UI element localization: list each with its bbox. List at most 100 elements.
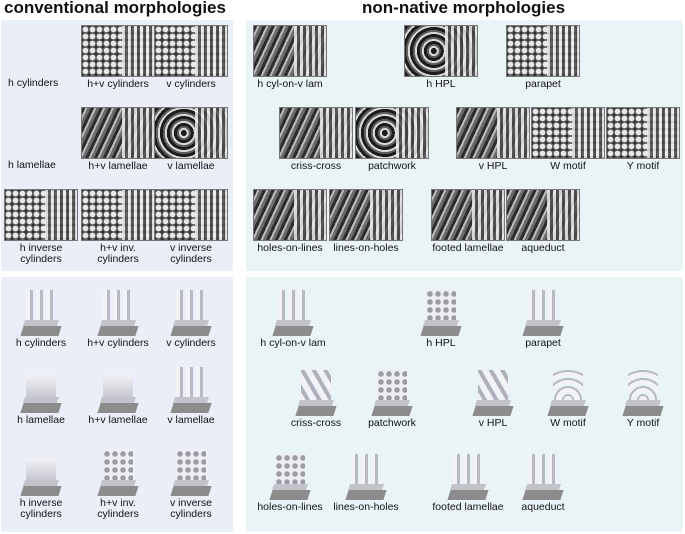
model-caption: v HPL xyxy=(478,417,508,429)
model-render xyxy=(168,286,214,336)
model-v-cylinders: v cylinders xyxy=(151,286,231,349)
model-render xyxy=(267,450,313,500)
conventional-header: conventional morphologies xyxy=(4,0,226,17)
sem-caption: patchwork xyxy=(368,160,416,172)
model-render xyxy=(369,366,415,416)
non-native-header: non-native morphologies xyxy=(362,0,566,17)
sem-image xyxy=(531,107,605,159)
model-h-inverse-cylinders: h inverse cylinders xyxy=(1,446,81,520)
sem-caption: v lamellae xyxy=(167,160,215,172)
model-caption: v inverse cylinders xyxy=(169,497,212,520)
row-label-h-lamellae: h lamellae xyxy=(8,159,56,171)
sem-lines-on-holes: lines-on-holes xyxy=(326,189,406,254)
sem-caption: aqueduct xyxy=(521,242,565,254)
model-caption: parapet xyxy=(525,337,561,349)
sem-criss-cross: criss-cross xyxy=(276,107,356,172)
model-render xyxy=(545,366,591,416)
model-caption: h+v inv. cylinders xyxy=(97,497,139,520)
model-render xyxy=(95,446,141,496)
sem-holes-on-lines: holes-on-lines xyxy=(250,189,330,254)
row-label-h-cylinders: h cylinders xyxy=(8,77,59,89)
model-aqueduct: aqueduct xyxy=(503,450,583,513)
sem-image xyxy=(606,107,680,159)
model-lines-on-holes: lines-on-holes xyxy=(326,450,406,513)
sem-patchwork: patchwork xyxy=(352,107,432,172)
model-render xyxy=(95,286,141,336)
model-h-hpl: h HPL xyxy=(401,286,481,349)
model-caption: h+v cylinders xyxy=(87,337,149,349)
sem-v-hpl: v HPL xyxy=(453,107,533,172)
model-caption: lines-on-holes xyxy=(333,501,399,513)
sem-caption: h inverse cylinders xyxy=(19,242,63,265)
model-caption: patchwork xyxy=(368,417,416,429)
sem-v-lamellae: v lamellae xyxy=(151,107,231,172)
model-caption: h+v lamellae xyxy=(88,414,148,426)
model-w-motif: W motif xyxy=(528,366,608,429)
model-caption: criss-cross xyxy=(290,417,342,429)
sem-image xyxy=(431,189,505,241)
sem-image xyxy=(279,107,353,159)
model-render xyxy=(18,446,64,496)
model-render xyxy=(270,286,316,336)
model-caption: h lamellae xyxy=(17,414,65,426)
sem-w-motif: W motif xyxy=(528,107,608,172)
model-caption: W motif xyxy=(550,417,586,429)
model-caption: footed lamellae xyxy=(432,501,504,513)
sem-caption: W motif xyxy=(550,160,586,172)
model-render xyxy=(18,286,64,336)
sem-image xyxy=(253,25,327,77)
model-render xyxy=(620,366,666,416)
sem-caption: v inverse cylinders xyxy=(169,242,212,265)
model-h-cylinders: h cylinders xyxy=(1,286,81,349)
model-caption: aqueduct xyxy=(521,501,565,513)
sem-image xyxy=(154,107,228,159)
sem-v-inverse-cylinders: v inverse cylinders xyxy=(151,189,231,265)
model-render xyxy=(95,363,141,413)
sem-caption: h+v lamellae xyxy=(88,160,148,172)
model-caption: h HPL xyxy=(426,337,456,349)
model-render xyxy=(418,286,464,336)
model-h-cyl-on-v-lam: h cyl-on-v lam xyxy=(253,286,333,349)
sem-h-inverse-cylinders: h inverse cylinders xyxy=(1,189,81,265)
model-caption: Y motif xyxy=(626,417,660,429)
sem-caption: v cylinders xyxy=(166,78,216,90)
model-render xyxy=(445,450,491,500)
model-h-v-cylinders: h+v cylinders xyxy=(78,286,158,349)
sem-v-cylinders: v cylinders xyxy=(151,25,231,90)
sem-caption: h+v inv. cylinders xyxy=(97,242,139,265)
sem-h-v-lamellae: h+v lamellae xyxy=(78,107,158,172)
sem-image xyxy=(154,25,228,77)
sem-caption: Y motif xyxy=(626,160,660,172)
sem-h-v-cylinders: h+v cylinders xyxy=(78,25,158,90)
sem-h-v-inv-cylinders: h+v inv. cylinders xyxy=(78,189,158,265)
model-caption: v lamellae xyxy=(167,414,215,426)
sem-caption: holes-on-lines xyxy=(257,242,323,254)
sem-caption: h cyl-on-v lam xyxy=(257,78,323,90)
model-render xyxy=(168,446,214,496)
model-render xyxy=(168,363,214,413)
sem-image xyxy=(81,107,155,159)
sem-caption: h HPL xyxy=(426,78,456,90)
sem-caption: parapet xyxy=(525,78,561,90)
model-render xyxy=(520,450,566,500)
model-y-motif: Y motif xyxy=(603,366,683,429)
sem-caption: h+v cylinders xyxy=(87,78,149,90)
model-h-v-lamellae: h+v lamellae xyxy=(78,363,158,426)
model-h-v-inv-cylinders: h+v inv. cylinders xyxy=(78,446,158,520)
model-holes-on-lines: holes-on-lines xyxy=(250,450,330,513)
sem-parapet: parapet xyxy=(503,25,583,90)
sem-image xyxy=(81,25,155,77)
model-parapet: parapet xyxy=(503,286,583,349)
sem-image xyxy=(81,189,155,241)
model-v-lamellae: v lamellae xyxy=(151,363,231,426)
sem-h-cyl-on-v-lam: h cyl-on-v lam xyxy=(250,25,330,90)
sem-image xyxy=(253,189,327,241)
sem-caption: criss-cross xyxy=(290,160,342,172)
sem-aqueduct: aqueduct xyxy=(503,189,583,254)
model-render xyxy=(520,286,566,336)
sem-caption: v HPL xyxy=(478,160,508,172)
sem-footed-lamellae: footed lamellae xyxy=(428,189,508,254)
model-v-inverse-cylinders: v inverse cylinders xyxy=(151,446,231,520)
sem-image xyxy=(154,189,228,241)
sem-image xyxy=(404,25,478,77)
